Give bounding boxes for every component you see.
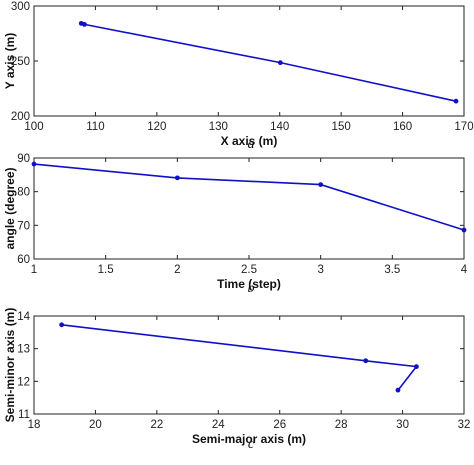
- data-point: [59, 322, 65, 328]
- x-tick-label: 2.5: [241, 264, 257, 276]
- panel-label: b: [248, 281, 255, 296]
- x-tick-label: 150: [332, 121, 351, 133]
- x-tick-label: 160: [393, 121, 412, 133]
- data-point: [461, 227, 467, 233]
- plot-frame: [33, 315, 465, 415]
- data-point: [277, 60, 283, 66]
- y-tick-label: 13: [17, 344, 30, 356]
- y-tick-label: 90: [17, 153, 30, 165]
- data-point: [453, 98, 459, 104]
- y-tick-label: 70: [17, 220, 30, 232]
- x-tick-label: 32: [458, 419, 471, 431]
- data-point: [81, 21, 87, 27]
- x-tick-label: 22: [150, 419, 163, 431]
- data-point: [318, 182, 324, 187]
- x-tick-label: 4: [461, 264, 468, 276]
- chart-panel-c: 18 20 22 24 26 28 30 32 11 12 13 14 Semi-major axis …: [3, 308, 470, 452]
- data-point: [413, 364, 419, 370]
- plot-frame: [33, 5, 465, 117]
- x-tick-label: 110: [86, 121, 104, 133]
- x-tick-label: 130: [209, 121, 228, 133]
- series-line: [81, 22, 457, 102]
- x-tick-label: 1.5: [98, 264, 114, 276]
- x-axis-label: Time (step): [217, 277, 281, 291]
- x-axis-label: X axis (m): [221, 134, 278, 148]
- x-tick-label: 30: [396, 419, 409, 431]
- y-tick-label: 14: [17, 311, 30, 323]
- x-tick-label: 20: [89, 419, 102, 431]
- x-tick-label: 1: [31, 264, 37, 276]
- series-line: [61, 324, 418, 391]
- x-axis-label: Semi-major axis (m): [192, 432, 306, 446]
- x-tick-label: 170: [454, 121, 473, 133]
- data-point: [31, 161, 37, 167]
- x-tick-label: 18: [28, 419, 41, 431]
- x-tick-label: 140: [270, 121, 289, 133]
- y-tick-label: 60: [17, 254, 30, 266]
- y-axis-label: Semi-minor axis (m): [3, 308, 17, 423]
- chart-panel-a: 100 110 120 130 140 150 160 170 200 250 300 X axis …: [3, 1, 474, 152]
- y-axis-label: angle (degree): [3, 167, 17, 249]
- x-tick-label: 24: [212, 419, 225, 431]
- y-tick-label: 12: [17, 376, 30, 388]
- x-tick-label: 3: [317, 264, 323, 276]
- chart-panel-b: 1 1.5 2 2.5 3 3.5 4 60 70 80 90 Time (step) angle (d…: [3, 153, 468, 296]
- series-line: [33, 163, 465, 231]
- x-tick-label: 28: [335, 419, 348, 431]
- y-axis-label: Y axis (m): [3, 33, 17, 89]
- y-tick-label: 250: [11, 56, 30, 68]
- y-tick-label: 200: [11, 111, 30, 123]
- x-tick-label: 2: [174, 264, 180, 276]
- data-point: [174, 175, 180, 181]
- data-point: [363, 358, 369, 364]
- data-point: [395, 387, 401, 393]
- x-tick-label: 120: [147, 121, 166, 133]
- panel-label: a: [248, 137, 255, 152]
- x-tick-label: 26: [273, 419, 286, 431]
- plot-frame: [33, 157, 465, 260]
- x-tick-label: 3.5: [384, 264, 400, 276]
- y-tick-label: 300: [11, 1, 30, 13]
- panel-label: c: [248, 437, 255, 452]
- y-tick-label: 11: [18, 409, 30, 421]
- y-tick-label: 80: [17, 187, 30, 199]
- x-tick-label: 100: [24, 121, 43, 133]
